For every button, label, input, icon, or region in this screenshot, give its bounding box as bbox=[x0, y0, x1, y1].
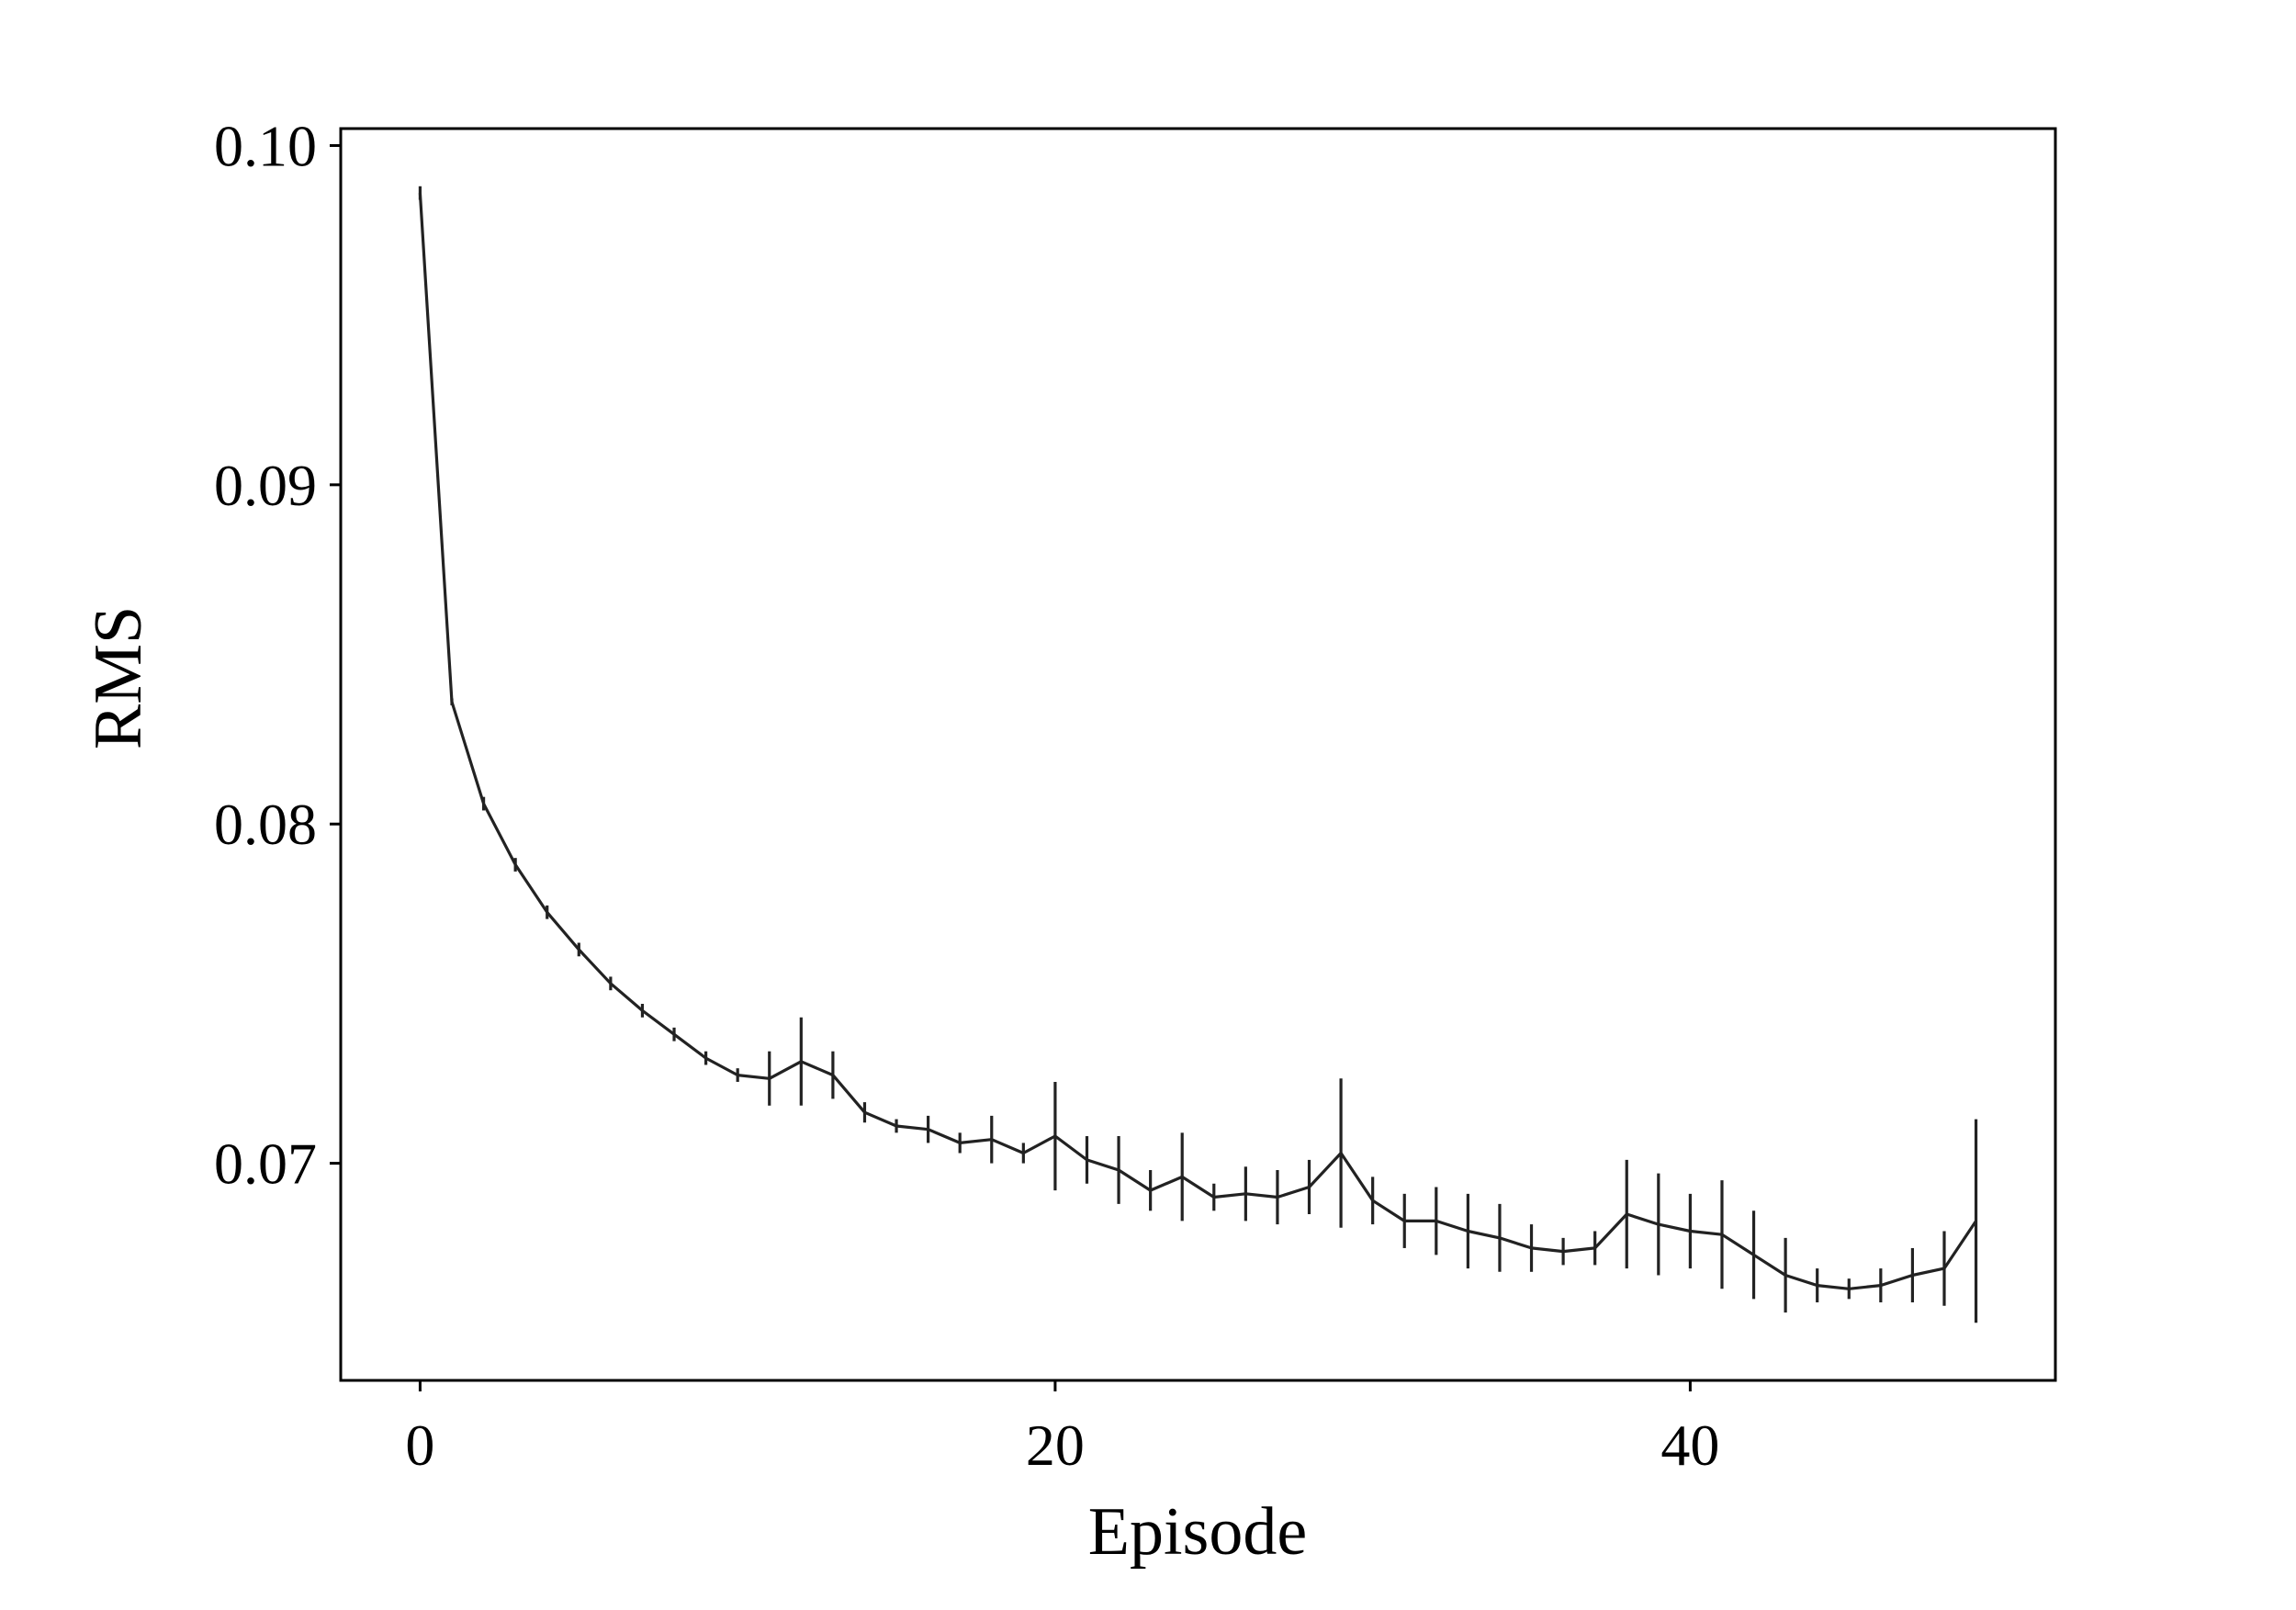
x-tick-label: 20 bbox=[1026, 1413, 1085, 1478]
x-axis-label: Episode bbox=[1088, 1494, 1307, 1570]
x-axis-ticks: 0 20 40 bbox=[405, 1380, 1719, 1478]
series-line bbox=[418, 193, 1977, 1290]
error-bars bbox=[418, 186, 1978, 1323]
y-tick-label: 0.10 bbox=[214, 113, 317, 178]
y-axis-label: RMS bbox=[81, 606, 156, 749]
y-axis-ticks: 0.07 0.08 0.09 0.10 bbox=[214, 113, 341, 1197]
y-tick-label: 0.09 bbox=[214, 453, 317, 518]
x-tick-label: 40 bbox=[1660, 1413, 1719, 1478]
x-tick-label: 0 bbox=[405, 1413, 434, 1478]
plot-frame bbox=[339, 127, 2057, 1382]
y-tick-label: 0.08 bbox=[214, 792, 317, 857]
y-tick-label: 0.07 bbox=[214, 1132, 317, 1197]
